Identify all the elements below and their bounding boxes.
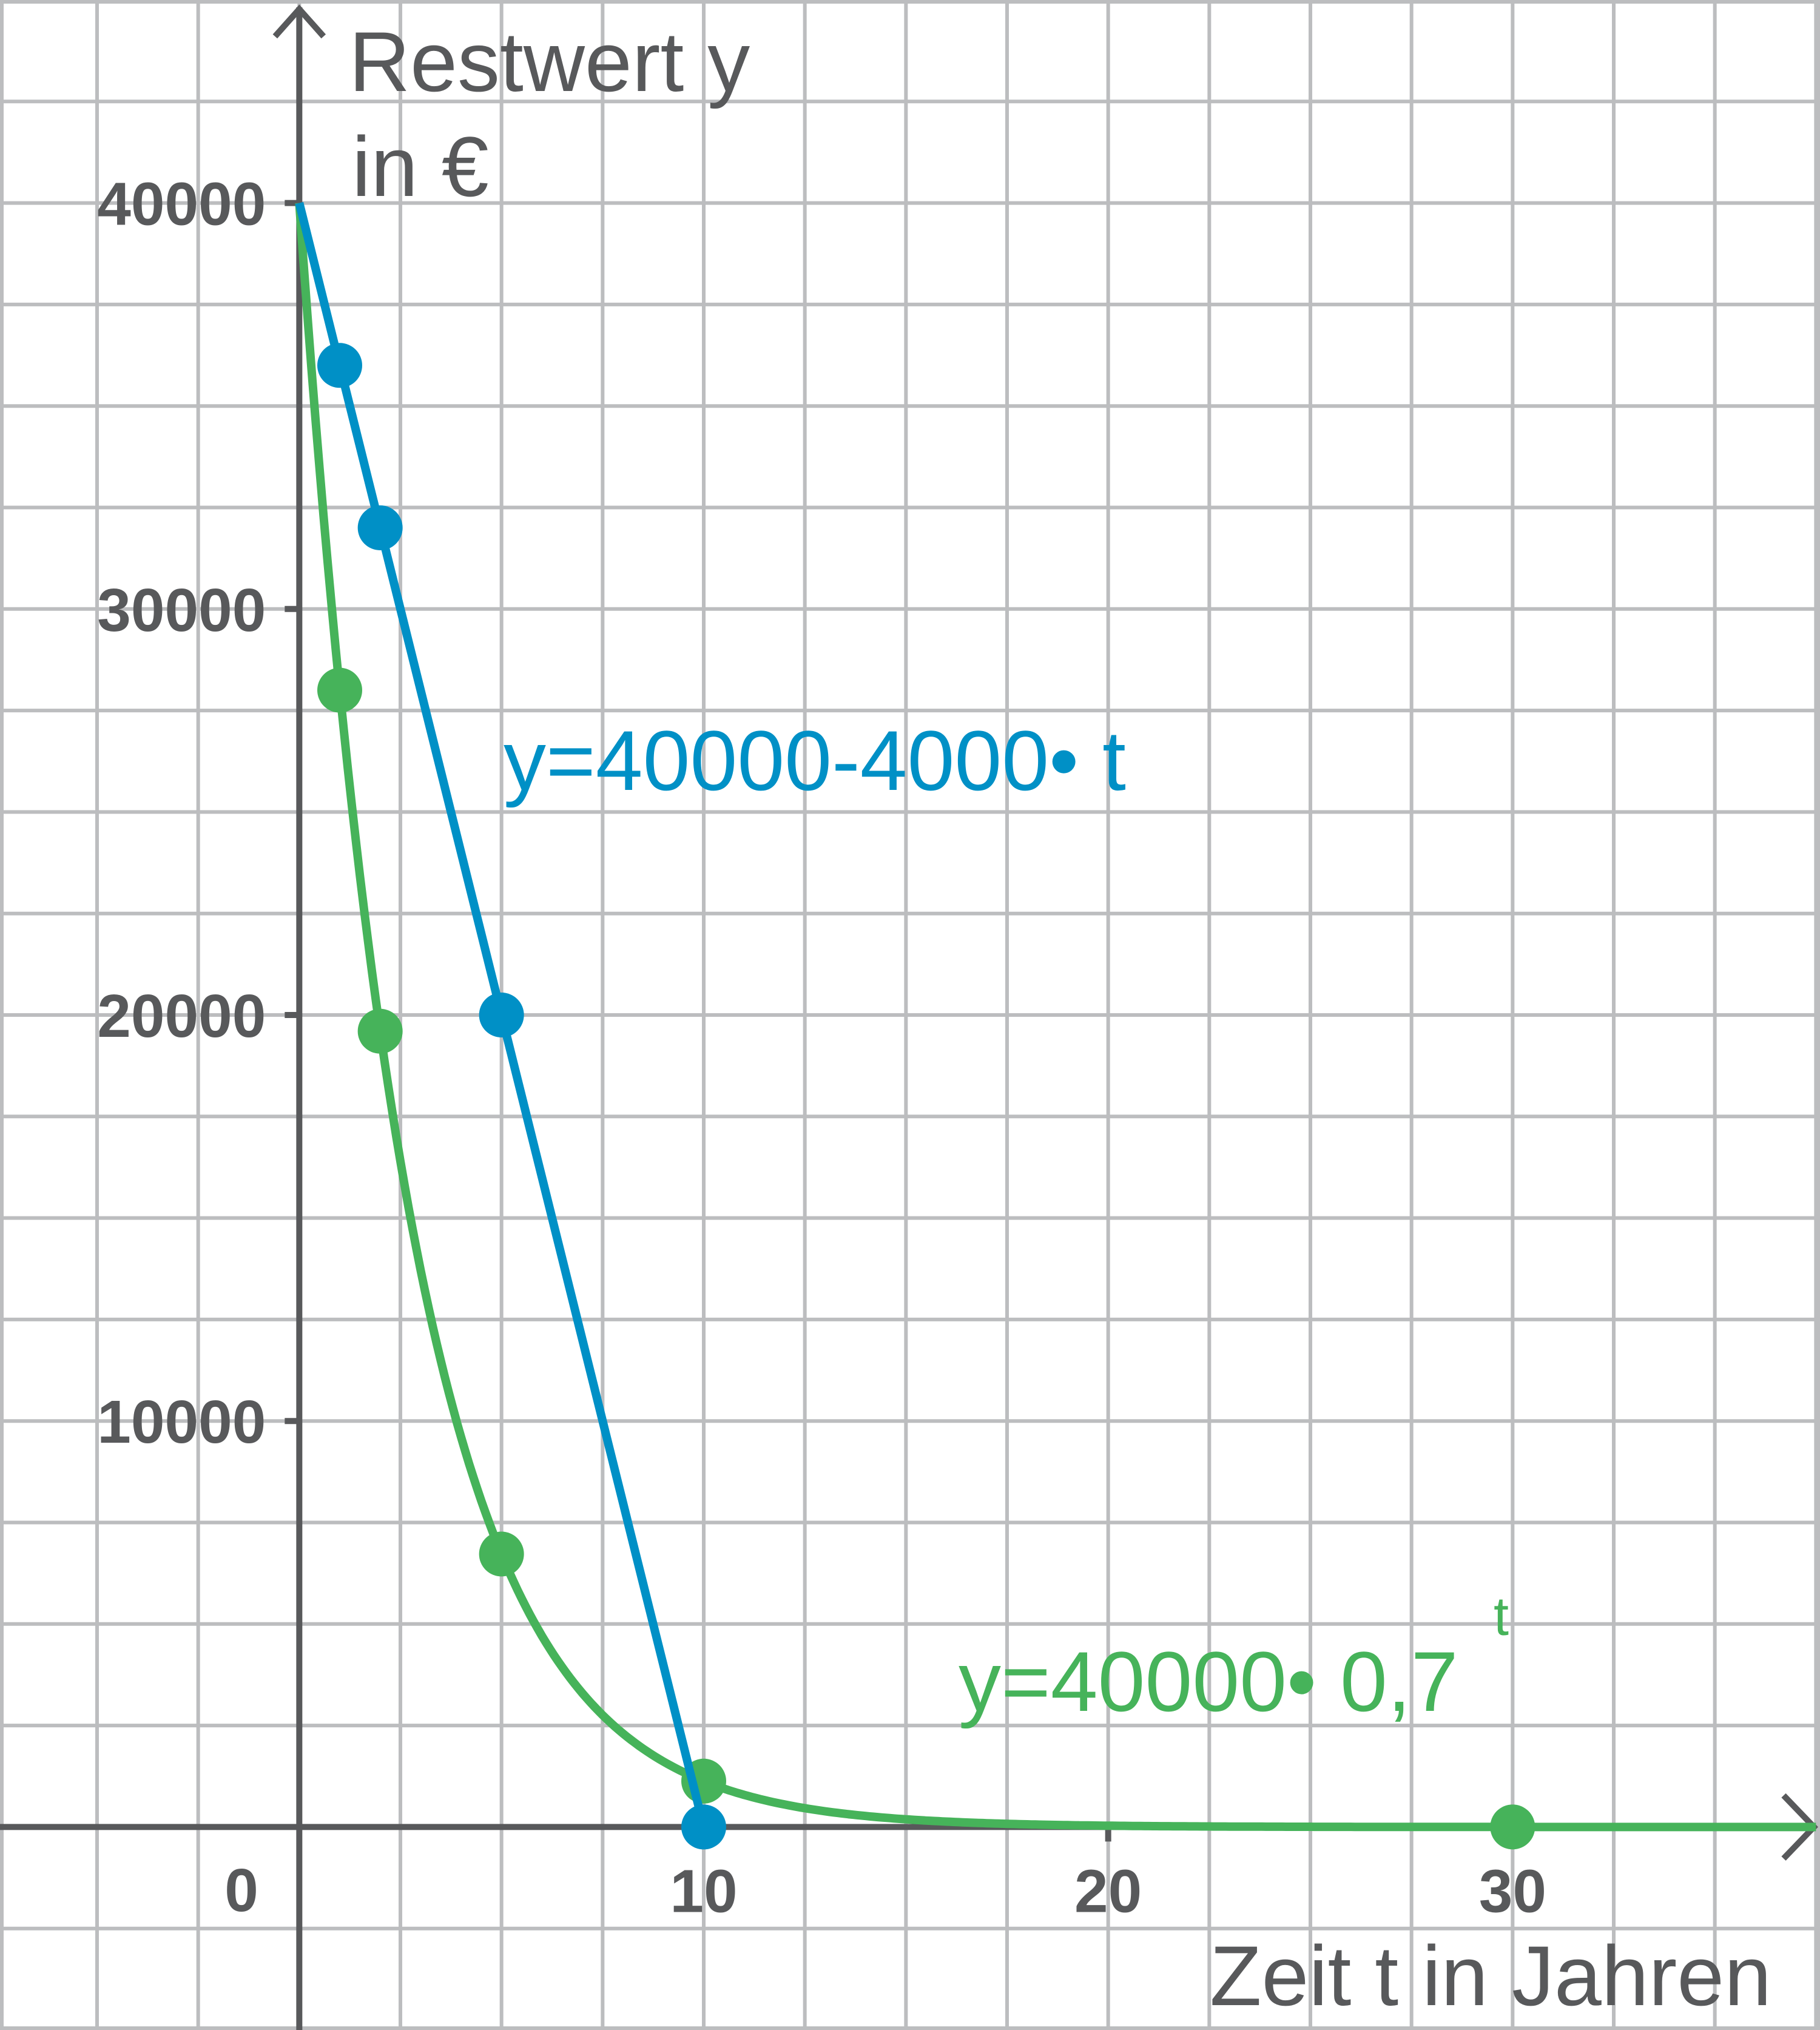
series bbox=[295, 201, 1816, 1850]
formula-linear-var: t bbox=[1079, 713, 1126, 808]
x-tick-label: 10 bbox=[670, 1857, 737, 1925]
formula-linear-part1: y=40000-4000 bbox=[504, 713, 1049, 808]
data-point-exponential bbox=[479, 1531, 524, 1577]
y-tick-label: 40000 bbox=[97, 170, 266, 238]
data-point-linear bbox=[681, 1804, 726, 1850]
data-point-linear bbox=[317, 343, 362, 388]
data-point-linear bbox=[357, 505, 403, 550]
formula-exp-dot: • bbox=[1287, 1634, 1316, 1729]
y-axis-title-line2: in € bbox=[352, 119, 489, 214]
y-tick-label: 20000 bbox=[97, 982, 266, 1050]
legend-linear-formula: y=40000-4000• t bbox=[504, 713, 1126, 808]
origin-label: 0 bbox=[224, 1856, 258, 1924]
y-axis-arrow bbox=[272, 4, 326, 39]
formula-exp-base: 0,7 bbox=[1316, 1634, 1458, 1729]
x-axis-title: Zeit t in Jahren bbox=[1210, 1928, 1771, 2023]
formula-linear-dot: • bbox=[1049, 713, 1079, 808]
data-point-exponential bbox=[357, 1008, 403, 1054]
ticks: 10 20 30 10000 20000 30000 40000 bbox=[97, 170, 1546, 1926]
data-point-exponential bbox=[317, 667, 362, 713]
y-tick-label: 10000 bbox=[97, 1388, 266, 1456]
series-line-exponential bbox=[295, 203, 1816, 1832]
legend-exponential-superscript: t bbox=[1494, 1587, 1509, 1647]
legend-exponential-formula: y=40000• 0,7 bbox=[959, 1634, 1458, 1729]
x-tick-label: 20 bbox=[1074, 1857, 1142, 1925]
x-tick-label: 30 bbox=[1479, 1857, 1546, 1925]
y-tick-label: 30000 bbox=[97, 576, 266, 644]
data-point-exponential bbox=[1490, 1804, 1535, 1850]
data-point-linear bbox=[479, 993, 524, 1037]
formula-exp-part1: y=40000 bbox=[959, 1634, 1287, 1729]
y-axis-title-line1: Restwert y bbox=[349, 14, 750, 109]
